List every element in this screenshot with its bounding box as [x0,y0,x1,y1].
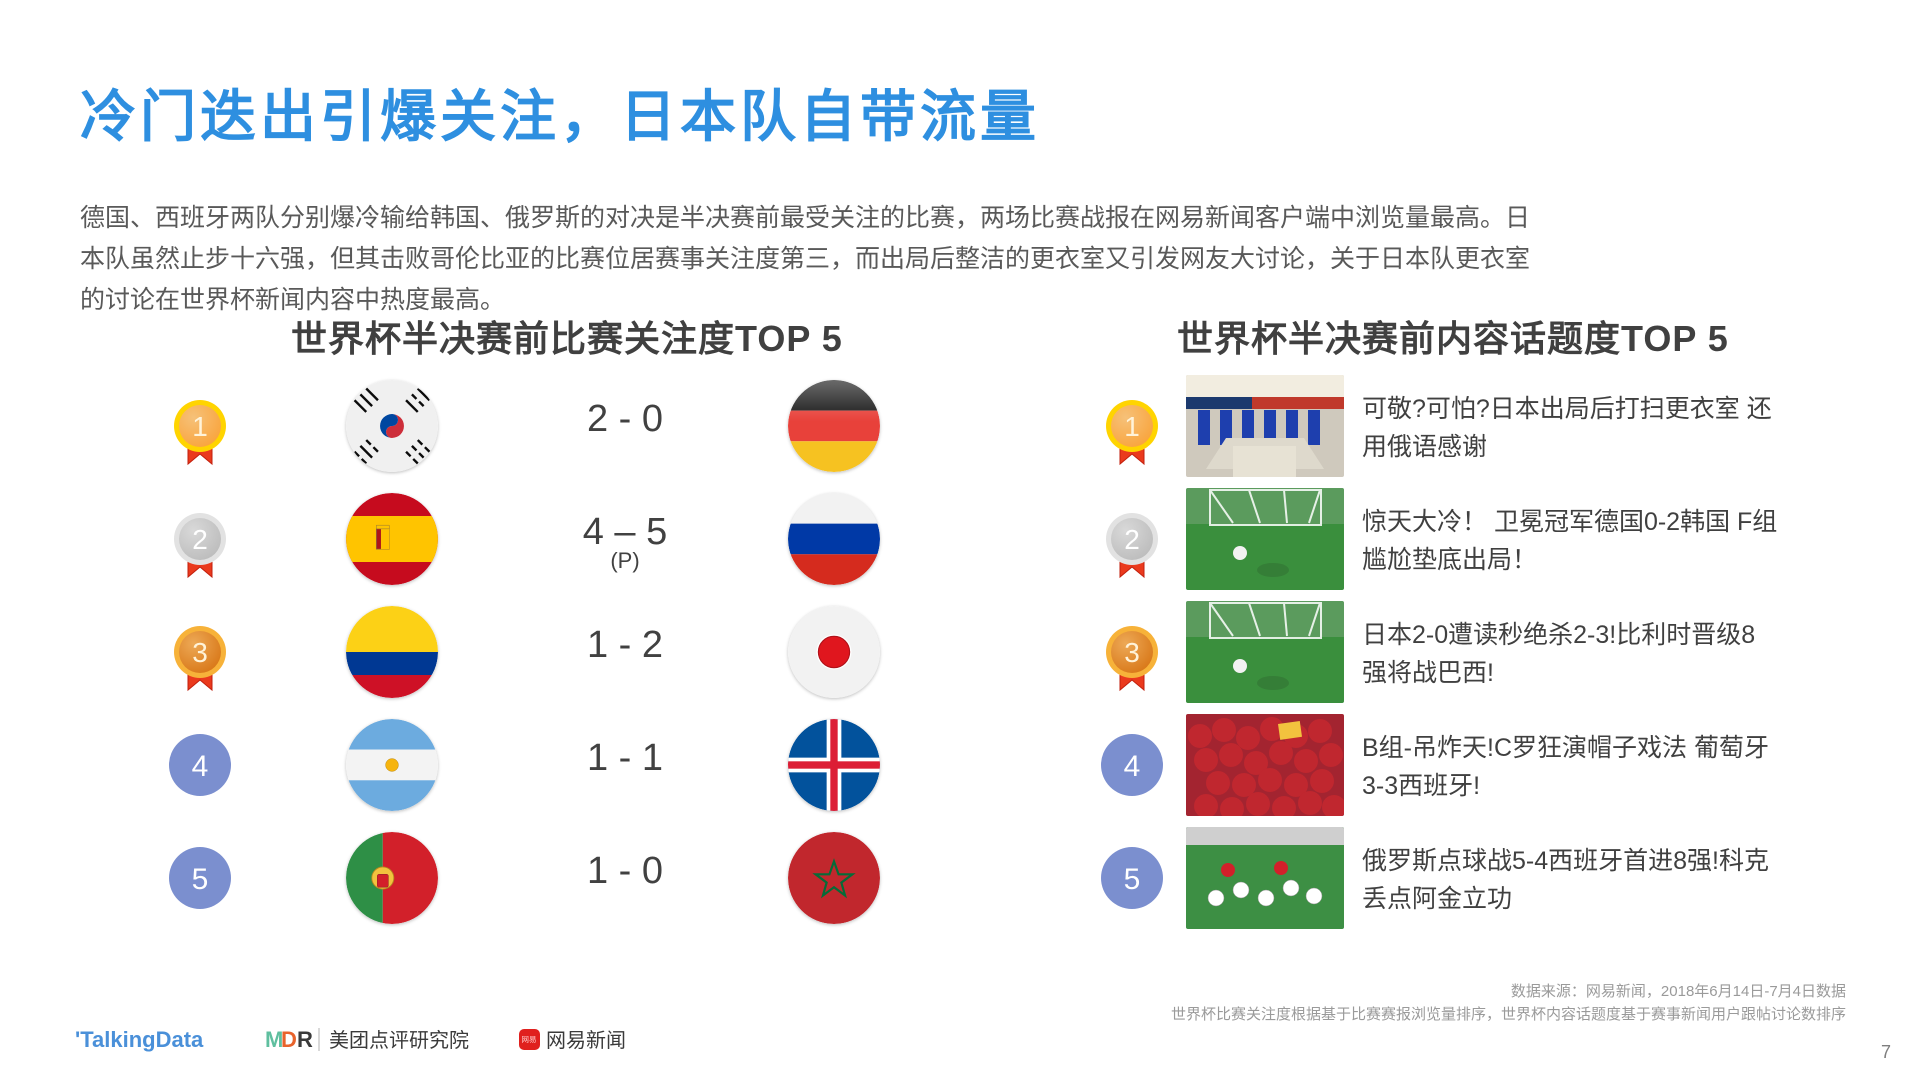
svg-text:R: R [297,1027,313,1052]
svg-text:4: 4 [192,750,209,783]
svg-text:D: D [281,1027,297,1052]
svg-text:美团点评研究院: 美团点评研究院 [329,1029,469,1052]
svg-text:2: 2 [192,524,208,555]
svg-text:1: 1 [1124,411,1140,442]
svg-text:5: 5 [192,863,209,896]
svg-text:2: 2 [1124,524,1140,555]
svg-text:5: 5 [1124,863,1141,896]
svg-text:1: 1 [192,411,208,442]
svg-text:3: 3 [192,637,208,668]
svg-text:'TalkingData: 'TalkingData [75,1027,204,1052]
svg-text:3: 3 [1124,637,1140,668]
svg-text:4: 4 [1124,750,1141,783]
svg-text:网易新闻: 网易新闻 [546,1029,626,1052]
svg-text:网易: 网易 [522,1035,537,1044]
